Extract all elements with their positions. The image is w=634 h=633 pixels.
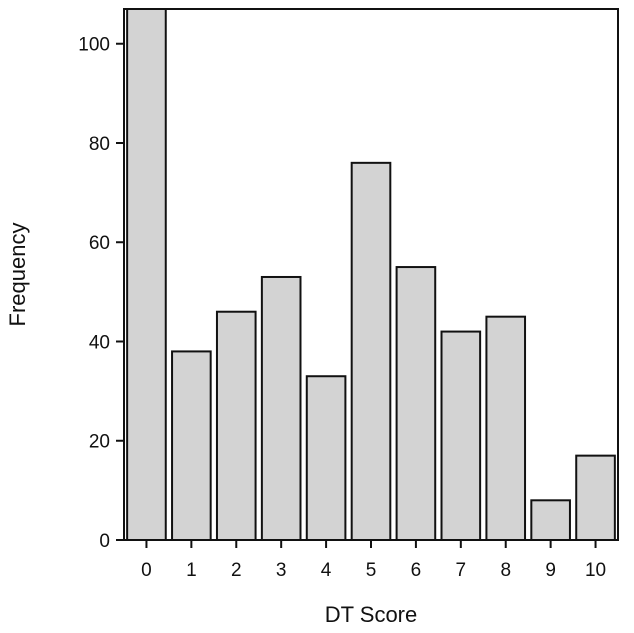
bar-1 [171,350,212,542]
bar-6 [395,266,437,541]
bar-4 [305,375,347,542]
y-tick-label: 100 [78,35,110,56]
bar-8 [485,315,527,541]
x-tick-label: 7 [456,560,467,581]
x-tick-label: 5 [366,560,377,581]
y-tick-label: 0 [99,531,110,552]
bar-3 [260,275,302,541]
bar-5 [350,161,392,541]
x-tick-label: 2 [231,560,242,581]
y-tick-label: 40 [89,332,110,353]
y-tick-label: 20 [89,432,110,453]
x-tick-label: 4 [321,560,332,581]
x-tick-label: 10 [585,560,606,581]
x-tick-label: 6 [411,560,422,581]
y-tick-label: 60 [89,233,110,254]
x-axis: 0 1 2 3 4 5 6 7 8 9 10 [141,540,606,581]
x-axis-title: DT Score [325,602,418,627]
x-tick-label: 3 [276,560,287,581]
x-tick-label: 9 [545,560,556,581]
bar-9 [530,499,571,541]
x-tick-label: 1 [186,560,197,581]
bar-10 [575,454,616,542]
bar-0 [126,8,167,541]
x-tick-label: 8 [500,560,511,581]
bar-2 [215,310,257,541]
y-tick-label: 80 [89,134,110,155]
bar-7 [440,330,482,541]
bars-group [126,8,616,542]
y-axis: 0 20 40 60 80 100 [78,35,124,552]
y-axis-title: Frequency [5,223,30,327]
x-tick-label: 0 [141,560,152,581]
